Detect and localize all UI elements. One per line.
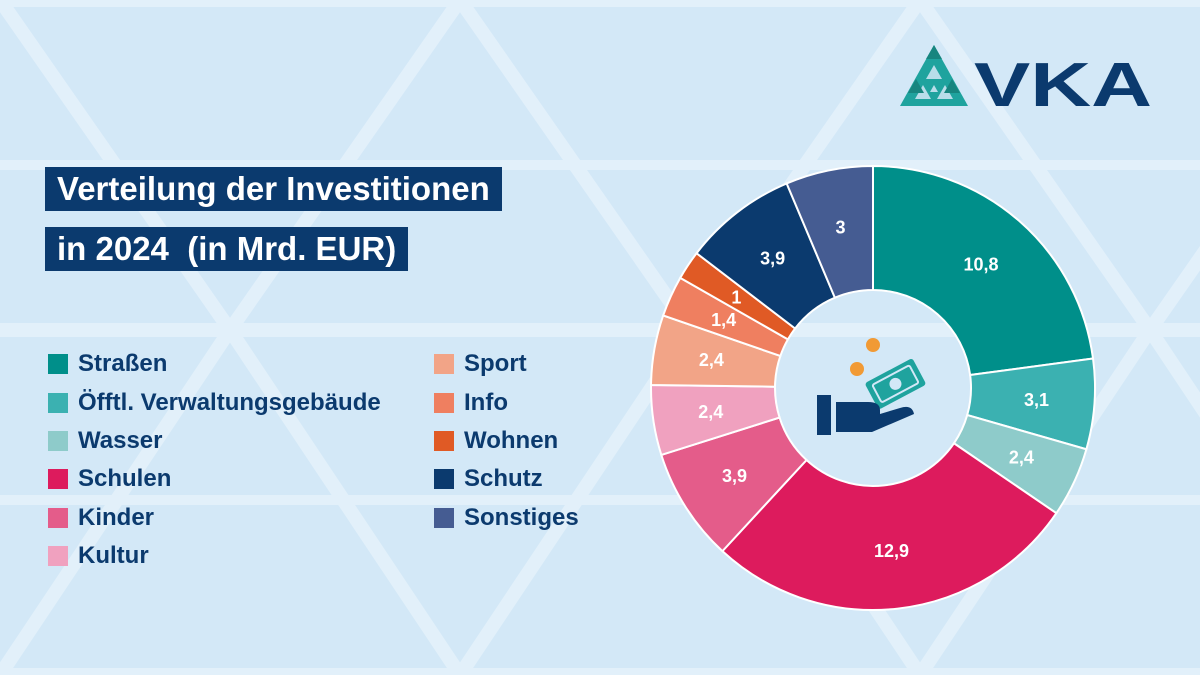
slice-value-label: 2,4 bbox=[1009, 448, 1034, 468]
slice-value-label: 3,9 bbox=[760, 248, 785, 268]
legend-label: Schutz bbox=[464, 465, 543, 493]
slice-value-label: 2,4 bbox=[699, 350, 724, 370]
legend-item: Schutz bbox=[434, 460, 579, 498]
slice-value-label: 2,4 bbox=[698, 402, 723, 422]
chart-title-line-2: in 2024 (in Mrd. EUR) bbox=[45, 227, 409, 271]
slice-value-label: 3,9 bbox=[722, 466, 747, 486]
legend-label: Wasser bbox=[78, 426, 163, 454]
slice-value-label: 3 bbox=[835, 217, 845, 237]
legend-item: Wasser bbox=[48, 422, 381, 460]
legend-left: Straßen Öfftl. Verwaltungsgebäude Wasser… bbox=[48, 345, 381, 575]
vka-logo: VKA bbox=[900, 45, 1152, 112]
slice-value-label: 1,4 bbox=[711, 310, 736, 330]
legend-label: Sport bbox=[464, 350, 527, 378]
legend-swatch bbox=[434, 354, 454, 375]
legend-label: Kinder bbox=[78, 503, 155, 531]
legend-item: Kinder bbox=[48, 499, 381, 537]
legend-label: Info bbox=[464, 388, 508, 416]
hand-money-icon bbox=[817, 338, 926, 435]
donut-slice bbox=[721, 441, 1058, 611]
legend-swatch bbox=[48, 392, 68, 413]
legend-item: Sonstiges bbox=[434, 499, 579, 537]
legend-item: Schulen bbox=[48, 460, 381, 498]
legend-swatch bbox=[434, 469, 454, 490]
donut-slice bbox=[872, 164, 1095, 377]
legend-label: Öfftl. Verwaltungsgebäude bbox=[78, 388, 381, 416]
donut-slices bbox=[650, 164, 1096, 611]
legend-label: Schulen bbox=[78, 465, 172, 493]
legend-swatch bbox=[48, 507, 68, 528]
legend-label: Sonstiges bbox=[464, 503, 579, 531]
logo-triangle-icon bbox=[900, 45, 968, 106]
legend-item: Sport bbox=[434, 345, 579, 383]
legend-label: Kultur bbox=[78, 542, 149, 570]
legend-swatch bbox=[434, 430, 454, 451]
legend-item: Öfftl. Verwaltungsgebäude bbox=[48, 383, 381, 421]
legend-swatch bbox=[48, 546, 68, 567]
donut-labels: 10,8 3,1 2,4 12,9 3,9 2,4 2,4 1,4 1 3,9 3 bbox=[698, 217, 1049, 561]
logo-wordmark: VKA bbox=[974, 51, 1152, 112]
slice-value-label: 12,9 bbox=[874, 541, 909, 561]
legend-swatch bbox=[48, 354, 68, 375]
slice-value-label: 1 bbox=[731, 287, 741, 307]
slice-value-label: 3,1 bbox=[1024, 390, 1049, 410]
chart-title-line-1: Verteilung der Investitionen bbox=[45, 167, 502, 211]
legend-swatch bbox=[48, 430, 68, 451]
legend-item: Straßen bbox=[48, 345, 381, 383]
legend-swatch bbox=[434, 507, 454, 528]
legend-item: Wohnen bbox=[434, 422, 579, 460]
legend-item: Info bbox=[434, 383, 579, 421]
donut-slice bbox=[785, 164, 874, 300]
slice-value-label: 10,8 bbox=[963, 255, 998, 275]
legend-swatch bbox=[434, 392, 454, 413]
legend-label: Straßen bbox=[78, 350, 168, 378]
legend-item: Kultur bbox=[48, 537, 381, 575]
legend-label: Wohnen bbox=[464, 426, 559, 454]
legend-swatch bbox=[48, 469, 68, 490]
legend-right: Sport Info Wohnen Schutz Sonstiges bbox=[434, 345, 579, 537]
